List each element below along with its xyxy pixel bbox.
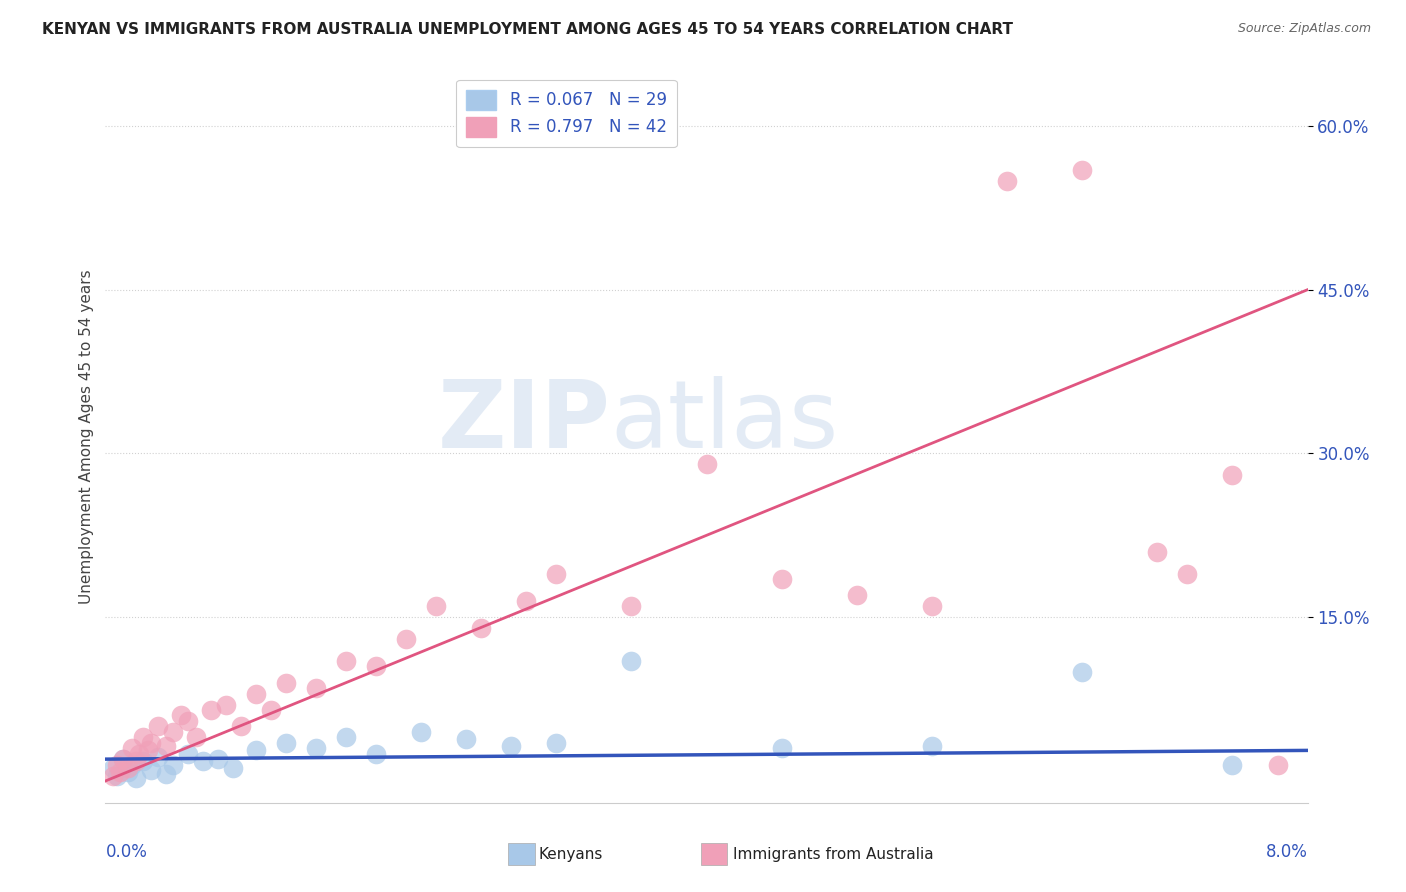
Point [207, 752, 229, 766]
Point [1267, 757, 1289, 772]
Point [546, 566, 568, 581]
Point [222, 761, 245, 775]
Point [470, 621, 492, 635]
Point [515, 594, 537, 608]
Text: Immigrants from Australia: Immigrants from Australia [733, 847, 934, 862]
Text: Source: ZipAtlas.com: Source: ZipAtlas.com [1237, 22, 1371, 36]
Point [335, 654, 357, 668]
Point [770, 572, 793, 586]
Point [162, 724, 184, 739]
Point [110, 765, 132, 780]
Point [229, 719, 252, 733]
Point [260, 703, 283, 717]
Point [177, 747, 200, 761]
Point [995, 173, 1018, 187]
Point [184, 731, 207, 745]
Point [214, 698, 236, 712]
Point [245, 687, 267, 701]
Point [501, 739, 523, 753]
Point [1175, 566, 1198, 581]
Point [620, 654, 643, 668]
Point [191, 754, 214, 768]
Point [274, 736, 297, 750]
Point [364, 659, 387, 673]
Point [921, 599, 943, 614]
Point [1071, 665, 1094, 679]
Point [155, 739, 177, 753]
Point [1146, 545, 1168, 559]
Point [107, 768, 129, 782]
Point [117, 765, 139, 780]
Point [335, 731, 357, 745]
Point [245, 743, 267, 757]
Bar [508, 843, 534, 865]
Text: 8.0%: 8.0% [1265, 843, 1308, 861]
Legend: R = 0.067   N = 29, R = 0.797   N = 42: R = 0.067 N = 29, R = 0.797 N = 42 [457, 79, 676, 147]
Point [169, 708, 191, 723]
Point [1071, 162, 1094, 177]
Bar [700, 843, 727, 865]
Point [162, 757, 184, 772]
Point [305, 681, 328, 695]
Point [146, 719, 169, 733]
Point [921, 739, 943, 753]
Point [112, 752, 135, 766]
Text: Kenyans: Kenyans [538, 847, 603, 862]
Point [112, 752, 135, 766]
Point [101, 761, 124, 775]
Point [425, 599, 447, 614]
Point [409, 724, 432, 739]
Point [364, 747, 387, 761]
Point [117, 761, 139, 775]
Point [155, 767, 177, 781]
Y-axis label: Unemployment Among Ages 45 to 54 years: Unemployment Among Ages 45 to 54 years [79, 269, 94, 605]
Point [696, 458, 718, 472]
Point [139, 763, 162, 777]
Point [770, 741, 793, 756]
Point [101, 768, 124, 782]
Text: KENYAN VS IMMIGRANTS FROM AUSTRALIA UNEMPLOYMENT AMONG AGES 45 TO 54 YEARS CORRE: KENYAN VS IMMIGRANTS FROM AUSTRALIA UNEM… [42, 22, 1014, 37]
Point [128, 747, 150, 761]
Point [395, 632, 418, 646]
Point [546, 736, 568, 750]
Point [132, 731, 155, 745]
Point [124, 771, 146, 785]
Point [107, 757, 129, 772]
Point [200, 703, 222, 717]
Point [124, 754, 146, 768]
Text: ZIP: ZIP [437, 376, 610, 468]
Point [177, 714, 200, 728]
Point [620, 599, 643, 614]
Point [132, 754, 155, 768]
Point [146, 750, 169, 764]
Text: atlas: atlas [610, 376, 838, 468]
Point [121, 741, 143, 756]
Point [454, 732, 477, 747]
Point [274, 675, 297, 690]
Point [136, 743, 159, 757]
Point [845, 588, 868, 602]
Point [1222, 468, 1244, 483]
Point [121, 757, 143, 772]
Point [1222, 757, 1244, 772]
Point [305, 741, 328, 756]
Point [139, 736, 162, 750]
Text: 0.0%: 0.0% [105, 843, 148, 861]
